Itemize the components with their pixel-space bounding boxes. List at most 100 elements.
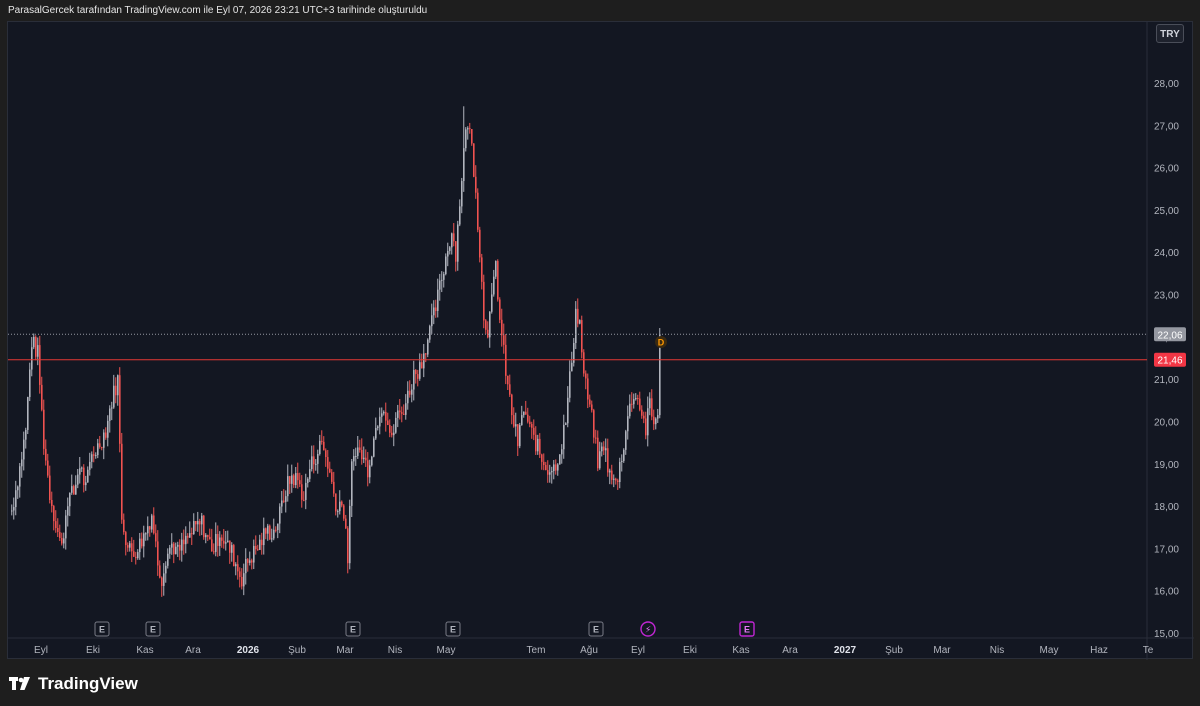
candle-body [491, 294, 493, 312]
candle-body [135, 556, 137, 559]
y-tick-label: 21,00 [1154, 375, 1179, 386]
chart-pane[interactable]: 15,0016,0017,0018,0019,0020,0021,0022,00… [7, 21, 1194, 660]
x-tick-label: Ara [185, 645, 201, 656]
candle-body [223, 540, 225, 544]
candle-body [605, 448, 607, 451]
candle-body [119, 375, 121, 444]
x-tick-label: Şub [288, 645, 306, 656]
earnings-label: E [593, 625, 599, 635]
candle-body [363, 457, 365, 460]
upcoming-earnings-icon [739, 621, 755, 637]
candle-body [107, 420, 109, 438]
candle-body [621, 460, 623, 462]
candle-body [251, 560, 253, 563]
candle-body [365, 457, 367, 461]
candle-body [425, 353, 427, 355]
x-tick-label: Eki [86, 645, 100, 656]
candle-body [125, 532, 127, 546]
candle-body [597, 437, 599, 469]
candle-body [393, 432, 395, 436]
candle-body [431, 315, 433, 327]
candle-body [533, 427, 535, 435]
candle-body [249, 560, 251, 563]
candle-body [79, 468, 81, 475]
x-tick-label: Eyl [631, 645, 645, 656]
candle-body [239, 571, 241, 577]
split-event-glyph: ⚡ [645, 626, 651, 636]
candle-body [225, 542, 227, 544]
candle-body [199, 521, 201, 525]
earnings-label: E [99, 625, 105, 635]
candle-body [203, 515, 205, 538]
candle-body [263, 528, 265, 546]
candle-body [507, 375, 509, 385]
currency-button[interactable]: TRY [1156, 24, 1184, 43]
candle-body [275, 529, 277, 531]
candle-body [519, 425, 521, 447]
tradingview-mark-icon [9, 677, 30, 690]
candle-body [529, 421, 531, 425]
y-tick-label: 26,00 [1154, 164, 1179, 175]
candle-body [327, 457, 329, 469]
candle-body [219, 537, 221, 546]
candlestick-chart[interactable]: 15,0016,0017,0018,0019,0020,0021,0022,00… [8, 22, 1194, 660]
candle-body [137, 552, 139, 559]
candle-body [71, 486, 73, 493]
candle-body [509, 384, 511, 395]
candle-body [645, 418, 647, 436]
candle-body [413, 370, 415, 390]
candle-body [367, 460, 369, 478]
candle-body [523, 411, 525, 416]
last-close-label: 22,06 [1157, 330, 1182, 341]
candle-body [649, 398, 651, 409]
candle-body [99, 443, 101, 448]
candle-body [453, 233, 455, 242]
last-close-badge [1154, 327, 1186, 342]
candle-body [253, 545, 255, 563]
candle-body [565, 423, 567, 425]
candle-body [513, 415, 515, 427]
candle-body [395, 417, 397, 433]
candle-body [593, 410, 595, 438]
candle-body [179, 544, 181, 551]
candle-body [511, 394, 513, 416]
y-tick-label: 24,00 [1154, 248, 1179, 259]
candle-body [235, 564, 237, 567]
candle-body [521, 415, 523, 426]
candle-body [21, 459, 23, 467]
candle-body [599, 451, 601, 469]
x-tick-label: 2026 [237, 645, 260, 656]
candle-body [461, 181, 463, 207]
earnings-icon [94, 621, 110, 637]
candle-body [631, 403, 633, 405]
y-tick-label: 19,00 [1154, 460, 1179, 471]
candle-body [113, 385, 115, 408]
candle-body [309, 469, 311, 479]
candle-body [531, 424, 533, 428]
candle-body [443, 274, 445, 280]
tradingview-logo[interactable]: TradingView [9, 674, 138, 694]
candle-body [281, 500, 283, 507]
candle-body [349, 505, 351, 564]
earnings-label: E [350, 625, 356, 635]
candle-body [451, 233, 453, 248]
candle-body [243, 573, 245, 587]
candle-body [417, 374, 419, 379]
x-tick-label: Nis [990, 645, 1004, 656]
candle-body [187, 535, 189, 538]
candle-body [651, 398, 653, 417]
candle-body [499, 299, 501, 320]
candle-body [59, 532, 61, 538]
candle-body [445, 256, 447, 275]
candle-body [299, 480, 301, 485]
candle-body [589, 399, 591, 405]
x-tick-label: Haz [1090, 645, 1108, 656]
candle-body [247, 559, 249, 563]
candle-body [427, 339, 429, 355]
x-tick-label: Şub [885, 645, 903, 656]
candle-body [205, 534, 207, 538]
candle-body [93, 454, 95, 456]
candle-body [149, 526, 151, 530]
candle-body [139, 538, 141, 553]
candle-body [481, 257, 483, 282]
